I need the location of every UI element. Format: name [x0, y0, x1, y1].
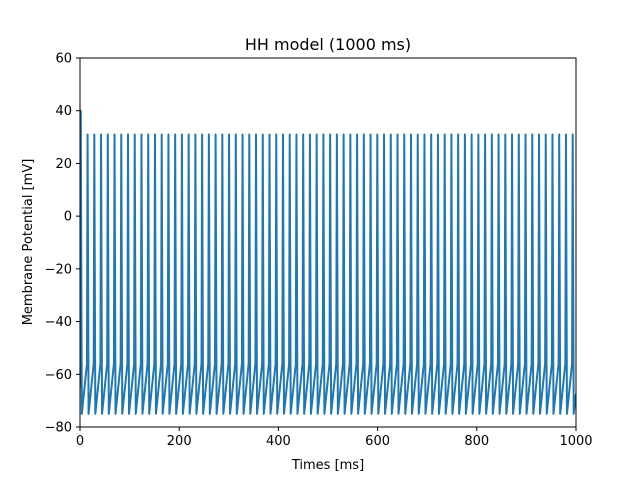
series-line-membrane-potential	[80, 109, 576, 415]
plot-area	[79, 57, 577, 428]
y-tick-label: 60	[55, 52, 72, 67]
chart-title: HH model (1000 ms)	[245, 35, 411, 54]
x-axis-ticks: 0 200 400 600 800 1000	[76, 427, 593, 449]
x-tick-label: 600	[365, 434, 390, 449]
x-tick-label: 800	[464, 434, 489, 449]
y-axis-ticks: −80 −60 −40 −20 0 20 40 60	[45, 52, 80, 436]
x-axis-label: Times [ms]	[291, 458, 364, 473]
x-tick-label: 200	[167, 434, 192, 449]
plot-frame	[79, 57, 577, 428]
x-tick-label: 0	[76, 434, 84, 449]
y-tick-label: −40	[45, 315, 72, 330]
x-tick-label: 1000	[559, 434, 592, 449]
y-tick-label: 0	[64, 210, 72, 225]
y-axis-label: Membrane Potential [mV]	[21, 159, 36, 326]
x-tick-label: 400	[266, 434, 291, 449]
y-tick-label: 40	[55, 104, 72, 119]
y-tick-label: −20	[45, 262, 72, 277]
y-tick-label: −80	[45, 421, 72, 436]
y-tick-label: −60	[45, 368, 72, 383]
y-tick-label: 20	[55, 157, 72, 172]
